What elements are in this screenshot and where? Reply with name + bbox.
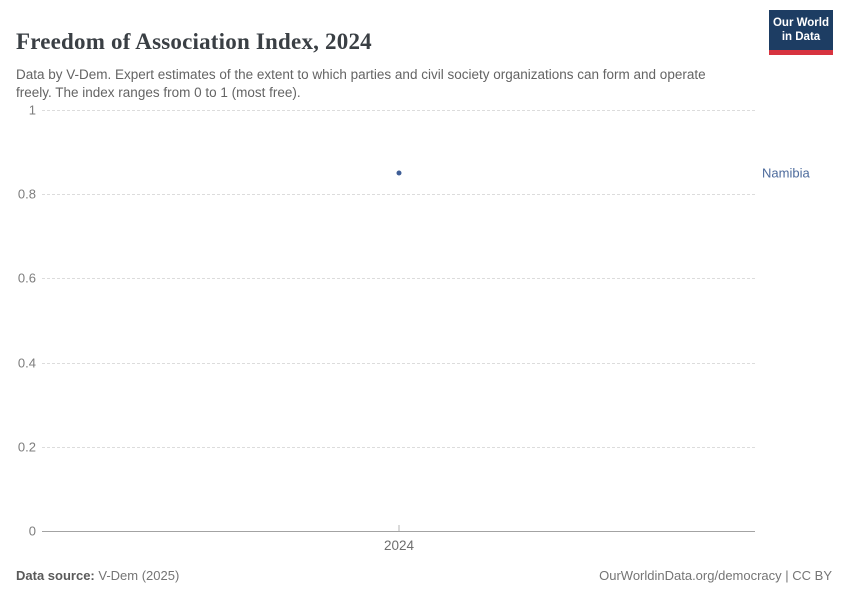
x-tick-mark bbox=[398, 525, 400, 531]
x-tick-label: 2024 bbox=[383, 538, 415, 553]
y-tick-label: 0.6 bbox=[17, 270, 36, 286]
owid-logo[interactable]: Our World in Data bbox=[769, 10, 833, 55]
data-point-namibia[interactable] bbox=[396, 170, 402, 176]
entity-label-namibia[interactable]: Namibia bbox=[762, 165, 810, 181]
y-gridline bbox=[42, 278, 755, 279]
data-source-label: Data source: bbox=[16, 568, 95, 583]
y-tick-label: 1 bbox=[28, 102, 36, 118]
credit-link[interactable]: OurWorldinData.org/democracy | CC BY bbox=[599, 568, 832, 583]
y-tick-label: 0.4 bbox=[17, 355, 36, 371]
data-source: Data source: V-Dem (2025) bbox=[16, 568, 179, 583]
data-source-value: V-Dem (2025) bbox=[98, 568, 180, 583]
y-gridline bbox=[42, 447, 755, 448]
owid-logo-line1: Our World bbox=[772, 17, 829, 29]
y-gridline bbox=[42, 194, 755, 195]
y-tick-label: 0 bbox=[28, 523, 36, 539]
owid-logo-line2: in Data bbox=[781, 31, 821, 43]
y-gridline bbox=[42, 363, 755, 364]
page-title: Freedom of Association Index, 2024 bbox=[16, 29, 372, 55]
chart-subtitle: Data by V-Dem. Expert estimates of the e… bbox=[16, 66, 706, 100]
y-tick-label: 0.2 bbox=[17, 439, 36, 455]
x-axis-line bbox=[42, 531, 755, 532]
y-gridline bbox=[42, 110, 755, 111]
y-tick-label: 0.8 bbox=[17, 186, 36, 202]
chart-footer: Data source: V-Dem (2025) OurWorldinData… bbox=[16, 568, 832, 583]
